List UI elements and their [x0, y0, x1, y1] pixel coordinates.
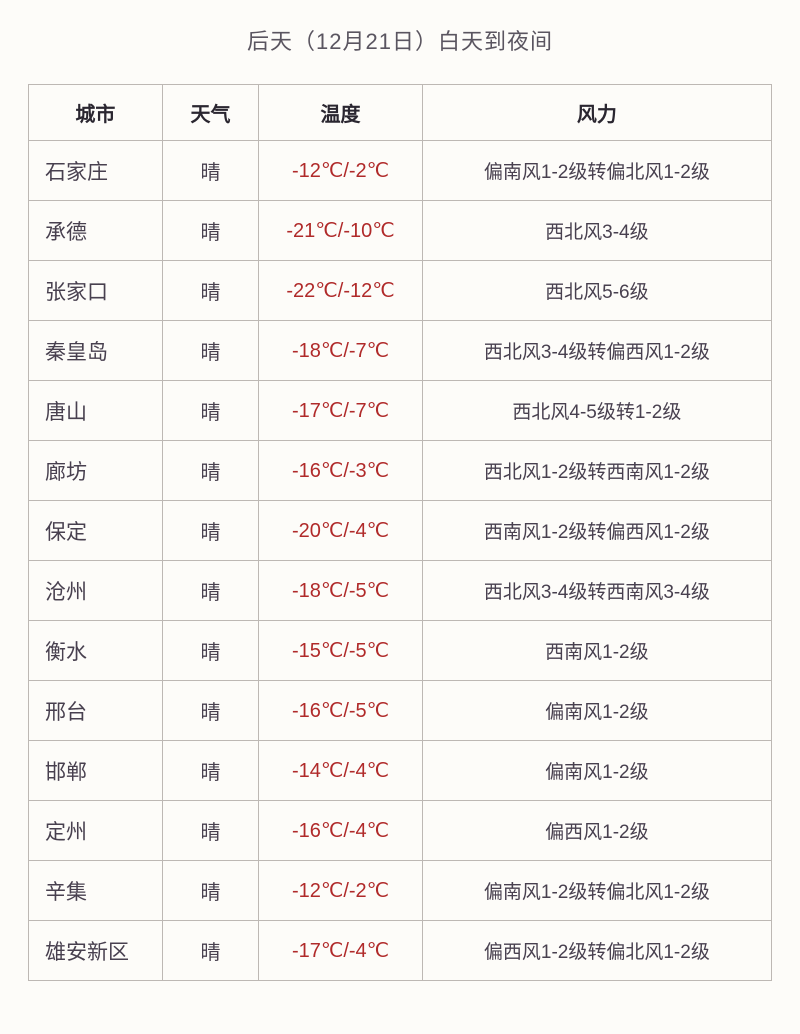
- table-row: 定州晴-16℃/-4℃偏西风1-2级: [29, 801, 772, 861]
- cell-city: 石家庄: [29, 141, 163, 201]
- table-row: 承德晴-21℃/-10℃西北风3-4级: [29, 201, 772, 261]
- cell-wind: 西北风3-4级: [422, 201, 771, 261]
- cell-city: 邢台: [29, 681, 163, 741]
- header-temp: 温度: [259, 85, 422, 141]
- cell-temp: -14℃/-4℃: [259, 741, 422, 801]
- cell-wind: 偏南风1-2级转偏北风1-2级: [422, 861, 771, 921]
- cell-wind: 西南风1-2级: [422, 621, 771, 681]
- cell-weather: 晴: [162, 561, 259, 621]
- cell-temp: -21℃/-10℃: [259, 201, 422, 261]
- cell-city: 邯郸: [29, 741, 163, 801]
- header-wind: 风力: [422, 85, 771, 141]
- cell-city: 秦皇岛: [29, 321, 163, 381]
- table-row: 邢台晴-16℃/-5℃偏南风1-2级: [29, 681, 772, 741]
- cell-city: 辛集: [29, 861, 163, 921]
- table-row: 秦皇岛晴-18℃/-7℃西北风3-4级转偏西风1-2级: [29, 321, 772, 381]
- cell-weather: 晴: [162, 381, 259, 441]
- cell-temp: -12℃/-2℃: [259, 141, 422, 201]
- cell-wind: 偏西风1-2级: [422, 801, 771, 861]
- cell-city: 保定: [29, 501, 163, 561]
- cell-weather: 晴: [162, 501, 259, 561]
- cell-wind: 西北风5-6级: [422, 261, 771, 321]
- cell-temp: -20℃/-4℃: [259, 501, 422, 561]
- table-row: 邯郸晴-14℃/-4℃偏南风1-2级: [29, 741, 772, 801]
- cell-weather: 晴: [162, 861, 259, 921]
- cell-weather: 晴: [162, 261, 259, 321]
- table-header-row: 城市 天气 温度 风力: [29, 85, 772, 141]
- cell-city: 沧州: [29, 561, 163, 621]
- table-row: 张家口晴-22℃/-12℃西北风5-6级: [29, 261, 772, 321]
- cell-weather: 晴: [162, 681, 259, 741]
- cell-weather: 晴: [162, 201, 259, 261]
- cell-weather: 晴: [162, 741, 259, 801]
- cell-temp: -18℃/-5℃: [259, 561, 422, 621]
- cell-temp: -22℃/-12℃: [259, 261, 422, 321]
- cell-wind: 西北风3-4级转西南风3-4级: [422, 561, 771, 621]
- cell-temp: -17℃/-7℃: [259, 381, 422, 441]
- cell-temp: -15℃/-5℃: [259, 621, 422, 681]
- cell-city: 张家口: [29, 261, 163, 321]
- cell-wind: 西南风1-2级转偏西风1-2级: [422, 501, 771, 561]
- cell-wind: 偏西风1-2级转偏北风1-2级: [422, 921, 771, 981]
- cell-temp: -12℃/-2℃: [259, 861, 422, 921]
- cell-wind: 偏南风1-2级: [422, 681, 771, 741]
- table-row: 廊坊晴-16℃/-3℃西北风1-2级转西南风1-2级: [29, 441, 772, 501]
- cell-weather: 晴: [162, 441, 259, 501]
- weather-table: 城市 天气 温度 风力 石家庄晴-12℃/-2℃偏南风1-2级转偏北风1-2级承…: [28, 84, 772, 981]
- table-row: 石家庄晴-12℃/-2℃偏南风1-2级转偏北风1-2级: [29, 141, 772, 201]
- cell-temp: -16℃/-3℃: [259, 441, 422, 501]
- table-row: 保定晴-20℃/-4℃西南风1-2级转偏西风1-2级: [29, 501, 772, 561]
- cell-weather: 晴: [162, 621, 259, 681]
- cell-temp: -18℃/-7℃: [259, 321, 422, 381]
- cell-city: 唐山: [29, 381, 163, 441]
- table-row: 沧州晴-18℃/-5℃西北风3-4级转西南风3-4级: [29, 561, 772, 621]
- table-row: 雄安新区晴-17℃/-4℃偏西风1-2级转偏北风1-2级: [29, 921, 772, 981]
- cell-weather: 晴: [162, 921, 259, 981]
- header-city: 城市: [29, 85, 163, 141]
- cell-wind: 西北风1-2级转西南风1-2级: [422, 441, 771, 501]
- cell-temp: -16℃/-5℃: [259, 681, 422, 741]
- cell-wind: 西北风4-5级转1-2级: [422, 381, 771, 441]
- cell-weather: 晴: [162, 141, 259, 201]
- cell-city: 雄安新区: [29, 921, 163, 981]
- cell-weather: 晴: [162, 801, 259, 861]
- cell-city: 廊坊: [29, 441, 163, 501]
- cell-weather: 晴: [162, 321, 259, 381]
- cell-temp: -16℃/-4℃: [259, 801, 422, 861]
- cell-city: 定州: [29, 801, 163, 861]
- cell-city: 衡水: [29, 621, 163, 681]
- cell-wind: 西北风3-4级转偏西风1-2级: [422, 321, 771, 381]
- page-title: 后天（12月21日）白天到夜间: [28, 24, 772, 56]
- header-weather: 天气: [162, 85, 259, 141]
- table-row: 衡水晴-15℃/-5℃西南风1-2级: [29, 621, 772, 681]
- table-row: 唐山晴-17℃/-7℃西北风4-5级转1-2级: [29, 381, 772, 441]
- cell-wind: 偏南风1-2级转偏北风1-2级: [422, 141, 771, 201]
- cell-temp: -17℃/-4℃: [259, 921, 422, 981]
- cell-city: 承德: [29, 201, 163, 261]
- table-row: 辛集晴-12℃/-2℃偏南风1-2级转偏北风1-2级: [29, 861, 772, 921]
- cell-wind: 偏南风1-2级: [422, 741, 771, 801]
